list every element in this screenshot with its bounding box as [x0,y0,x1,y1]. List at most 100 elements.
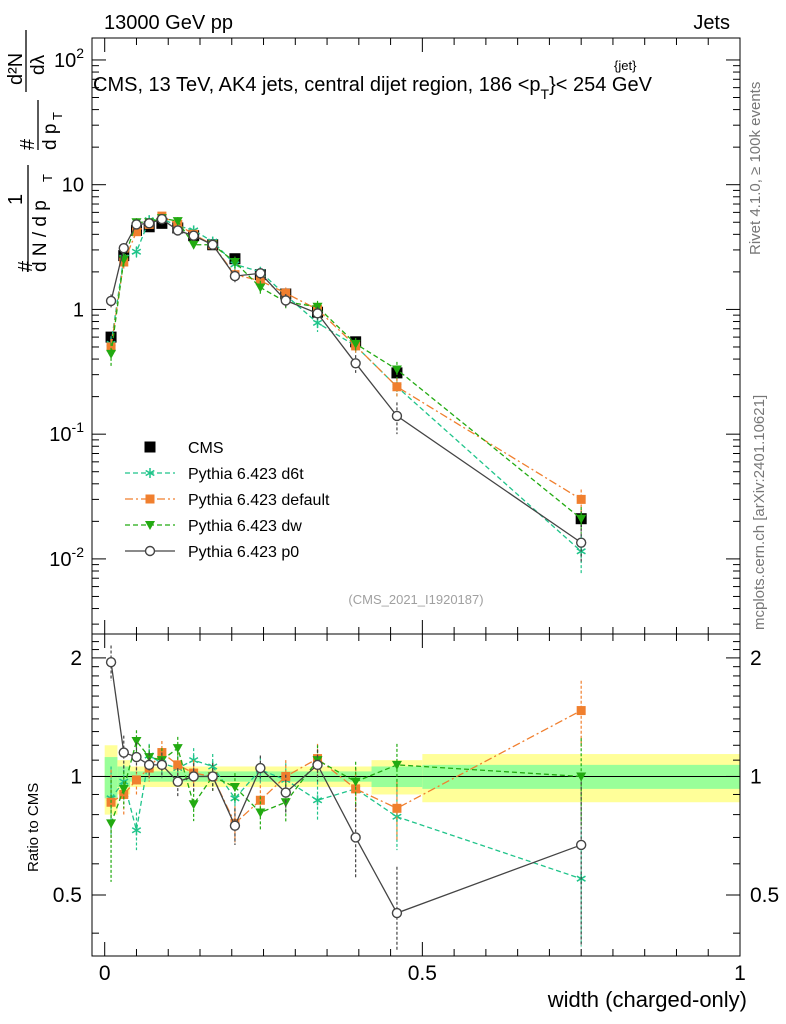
marker-dw [391,365,402,375]
ratio-marker-dw [229,783,240,793]
ratio-marker-dw [106,819,117,829]
legend-label-d6t: Pythia 6.423 d6t [188,466,304,483]
legend-label-p0: Pythia 6.423 p0 [188,544,299,561]
marker-default [392,382,402,392]
ratio-y-tick-label-right: 1 [750,765,762,788]
main-y-tick-label: 10-2 [49,544,84,571]
legend: CMS Pythia 6.423 d6t Pythia 6.423 default P… [125,440,330,561]
ratio-marker-p0 [118,747,129,758]
title-sup: {jet} [614,58,637,73]
ratio-ylabel: Ratio to CMS [25,783,42,872]
marker-d6t [131,246,142,257]
marker-dw [172,217,183,227]
marker-default [106,342,116,352]
marker-p0 [143,218,155,229]
marker-p0 [105,295,117,307]
ratio-y-tick-label-right: 2 [750,647,762,670]
ratio-marker-p0 [207,771,218,782]
ratio-marker-p0 [391,907,403,919]
series-line-d6t [110,218,582,552]
ratio-marker-p0 [172,776,183,787]
legend-marker-cms [144,441,156,453]
main-y-tick-label: 102 [54,45,84,72]
marker-default [576,494,586,504]
series-line-default [110,215,582,500]
ratio-marker-default [392,803,402,813]
ratio-marker-p0 [131,751,142,763]
series-line-dw [110,217,582,520]
legend-marker-dw [145,521,155,530]
axis-ticks: 10-2 10-1 1 10 102 0.5 0.5 1 1 2 2 0 0.5 1 [49,38,779,985]
series-cms [105,217,587,528]
plot-title: CMS, 13 TeV, AK4 jets, central dijet reg… [93,74,653,102]
ylabel-T2: T [50,112,65,120]
ylabel-dN: d N / d p [30,200,51,272]
ratio-marker-p0 [255,762,266,774]
ylabel-hash2: # [17,138,39,150]
legend-marker-default [145,494,155,504]
ratio-marker-p0 [156,759,168,771]
legend-marker-d6t [145,468,155,478]
marker-dw [229,258,240,268]
ratio-marker-p0 [312,759,323,771]
main-y-tick-label: 1 [73,299,84,321]
legend-label-dw: Pythia 6.423 dw [188,518,302,535]
marker-p0 [575,537,587,548]
analysis-id: (CMS_2021_I1920187) [348,592,483,607]
marker-default [131,227,141,237]
ratio-marker-dw [255,808,266,818]
marker-p0 [118,242,129,254]
marker-p0 [391,410,403,422]
ratio-marker-p0 [105,657,117,668]
ratio-y-tick-label-left: 1 [70,765,82,788]
ratio-marker-dw [188,800,199,810]
title-sub: T [541,86,550,102]
ratio-marker-default [576,706,586,716]
x-tick-label: 0 [99,962,111,985]
ratio-plot-frame [91,633,741,957]
x-tick-label: 1 [734,962,746,985]
marker-p0 [255,268,266,279]
marker-p0 [350,358,361,369]
x-axis-label: width (charged-only) [547,987,747,1012]
ratio-marker-default [255,795,265,805]
ratio-marker-p0 [188,771,199,782]
ylabel-hash1: # [15,260,37,272]
ratio-marker-default [131,775,141,785]
marker-dw [255,283,266,293]
ratio-marker-p0 [143,759,155,771]
marker-default [281,288,291,298]
ratio-marker-p0 [280,787,291,798]
ratio-marker-dw [576,772,587,782]
series-d6t [106,214,586,947]
ratio-marker-default [173,760,183,770]
legend-label-default: Pythia 6.423 default [188,492,330,509]
ratio-y-tick-label-right: 0.5 [750,884,779,907]
main-y-tick-label: 10 [62,175,84,197]
series-line-p0 [110,218,582,544]
ratio-marker-d6t [131,825,142,836]
marker-dw [188,240,199,250]
header-left: 13000 GeV pp [104,12,233,34]
marker-p0 [229,270,241,282]
x-tick-label: 0.5 [408,962,437,985]
marker-p0 [207,239,218,250]
ratio-y-tick-label-left: 2 [70,647,82,670]
marker-p0 [172,225,183,236]
ratio-marker-dw [118,784,129,794]
marker-p0 [280,295,291,306]
ratio-marker-d6t [312,795,323,806]
marker-dw [350,339,361,349]
header-right: Jets [693,12,730,34]
marker-dw [106,349,117,359]
ratio-marker-dw [350,777,361,787]
ratio-marker-p0 [350,832,361,843]
ratio-line-dw [110,739,582,824]
main-ylabel: # 1 d N / d p T # d p T d²N dλ [5,30,65,272]
marker-p0 [188,230,199,241]
rivet-label: Rivet 4.1.0, ≥ 100k events [747,82,764,255]
ylabel-d2N: d²N [5,53,27,85]
title-main: CMS, 13 TeV, AK4 jets, central dijet reg… [93,74,541,96]
legend-label-cms: CMS [188,440,224,457]
